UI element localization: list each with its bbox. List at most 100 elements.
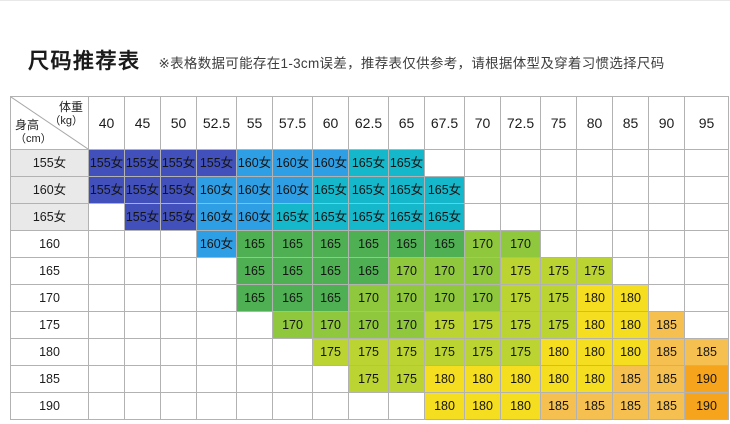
empty-cell xyxy=(196,392,237,420)
size-cell: 155女 xyxy=(124,203,161,231)
size-cell: 180 xyxy=(424,365,465,393)
size-cell: 160女 xyxy=(272,149,313,177)
size-cell: 175 xyxy=(500,284,541,312)
empty-cell xyxy=(160,257,197,285)
diagonal-divider xyxy=(11,97,88,149)
size-cell: 160女 xyxy=(272,176,313,204)
empty-cell xyxy=(272,365,313,393)
weight-col-header: 55 xyxy=(236,96,273,150)
axis-corner-cell: 体重 （kg） 身高 （cm） xyxy=(10,96,89,150)
empty-cell xyxy=(160,392,197,420)
empty-cell xyxy=(312,365,349,393)
size-cell: 175 xyxy=(348,338,389,366)
empty-cell xyxy=(312,392,349,420)
empty-cell xyxy=(648,149,685,177)
size-cell: 155女 xyxy=(88,176,125,204)
size-cell: 165 xyxy=(312,230,349,258)
size-cell: 170 xyxy=(272,311,313,339)
empty-cell xyxy=(464,176,501,204)
empty-cell xyxy=(684,203,729,231)
size-cell: 170 xyxy=(388,284,425,312)
size-cell: 155女 xyxy=(196,149,237,177)
empty-cell xyxy=(540,230,577,258)
empty-cell xyxy=(500,149,541,177)
empty-cell xyxy=(348,392,389,420)
empty-cell xyxy=(160,338,197,366)
size-cell: 180 xyxy=(540,365,577,393)
empty-cell xyxy=(576,149,613,177)
empty-cell xyxy=(196,284,237,312)
empty-cell xyxy=(160,284,197,312)
size-cell: 175 xyxy=(576,257,613,285)
size-cell: 175 xyxy=(464,311,501,339)
empty-cell xyxy=(500,203,541,231)
weight-axis-text: 体重 xyxy=(58,100,83,114)
empty-cell xyxy=(612,176,649,204)
size-cell: 155女 xyxy=(160,176,197,204)
empty-cell xyxy=(684,149,729,177)
size-cell: 185 xyxy=(648,365,685,393)
empty-cell xyxy=(500,176,541,204)
size-cell: 185 xyxy=(684,338,729,366)
empty-cell xyxy=(124,392,161,420)
size-cell: 170 xyxy=(312,311,349,339)
size-cell: 175 xyxy=(348,365,389,393)
empty-cell xyxy=(388,392,425,420)
size-cell: 165女 xyxy=(312,203,349,231)
size-cell: 165女 xyxy=(388,203,425,231)
empty-cell xyxy=(272,338,313,366)
empty-cell xyxy=(648,284,685,312)
size-cell: 185 xyxy=(540,392,577,420)
empty-cell xyxy=(576,230,613,258)
size-cell: 180 xyxy=(464,392,501,420)
size-cell: 155女 xyxy=(124,176,161,204)
size-cell: 160女 xyxy=(196,230,237,258)
size-cell: 165 xyxy=(236,230,273,258)
size-cell: 165女 xyxy=(348,176,389,204)
page-title: 尺码推荐表 xyxy=(28,50,141,73)
weight-axis-unit: （kg） xyxy=(49,115,83,127)
empty-cell xyxy=(612,230,649,258)
size-cell: 160女 xyxy=(196,176,237,204)
size-cell: 165 xyxy=(272,257,313,285)
size-cell: 155女 xyxy=(160,203,197,231)
size-cell: 165 xyxy=(348,230,389,258)
weight-col-header: 52.5 xyxy=(196,96,237,150)
size-cell: 165 xyxy=(272,230,313,258)
height-row-header: 165女 xyxy=(10,203,89,231)
size-cell: 190 xyxy=(684,392,729,420)
empty-cell xyxy=(88,338,125,366)
weight-col-header: 80 xyxy=(576,96,613,150)
height-row-header: 160 xyxy=(10,230,89,258)
size-cell: 175 xyxy=(540,311,577,339)
header-row: 体重 （kg） 身高 （cm） 40 45 50 52.5 55 57.5 60 62.5 65… xyxy=(10,96,729,150)
empty-cell xyxy=(576,203,613,231)
height-axis-label: 身高 （cm） xyxy=(15,119,52,146)
size-cell: 165 xyxy=(312,284,349,312)
size-cell: 180 xyxy=(612,311,649,339)
empty-cell xyxy=(684,284,729,312)
table-body: 155女 155女 155女 155女 155女 160女 160女 160女 165女 165女… xyxy=(10,149,729,420)
size-cell: 190 xyxy=(684,365,729,393)
empty-cell xyxy=(196,365,237,393)
table-row: 155女 155女 155女 155女 155女 160女 160女 160女 165女 165女 xyxy=(10,149,729,177)
size-cell: 170 xyxy=(464,257,501,285)
size-cell: 180 xyxy=(576,338,613,366)
size-cell: 160女 xyxy=(196,203,237,231)
size-cell: 155女 xyxy=(124,149,161,177)
size-cell: 185 xyxy=(612,365,649,393)
size-cell: 180 xyxy=(500,392,541,420)
empty-cell xyxy=(124,257,161,285)
size-cell: 165 xyxy=(236,257,273,285)
size-cell: 165女 xyxy=(348,149,389,177)
size-cell: 180 xyxy=(612,284,649,312)
table-row: 160女 155女 155女 155女 160女 160女 160女 165女 165女 165女… xyxy=(10,176,729,204)
size-cell: 165女 xyxy=(312,176,349,204)
size-cell: 165女 xyxy=(348,203,389,231)
size-cell: 165 xyxy=(272,284,313,312)
empty-cell xyxy=(88,230,125,258)
title-block: 尺码推荐表 ※表格数据可能存在1-3cm误差，推荐表仅供参考，请根据体型及穿着习… xyxy=(28,45,665,75)
empty-cell xyxy=(540,203,577,231)
weight-col-header: 75 xyxy=(540,96,577,150)
